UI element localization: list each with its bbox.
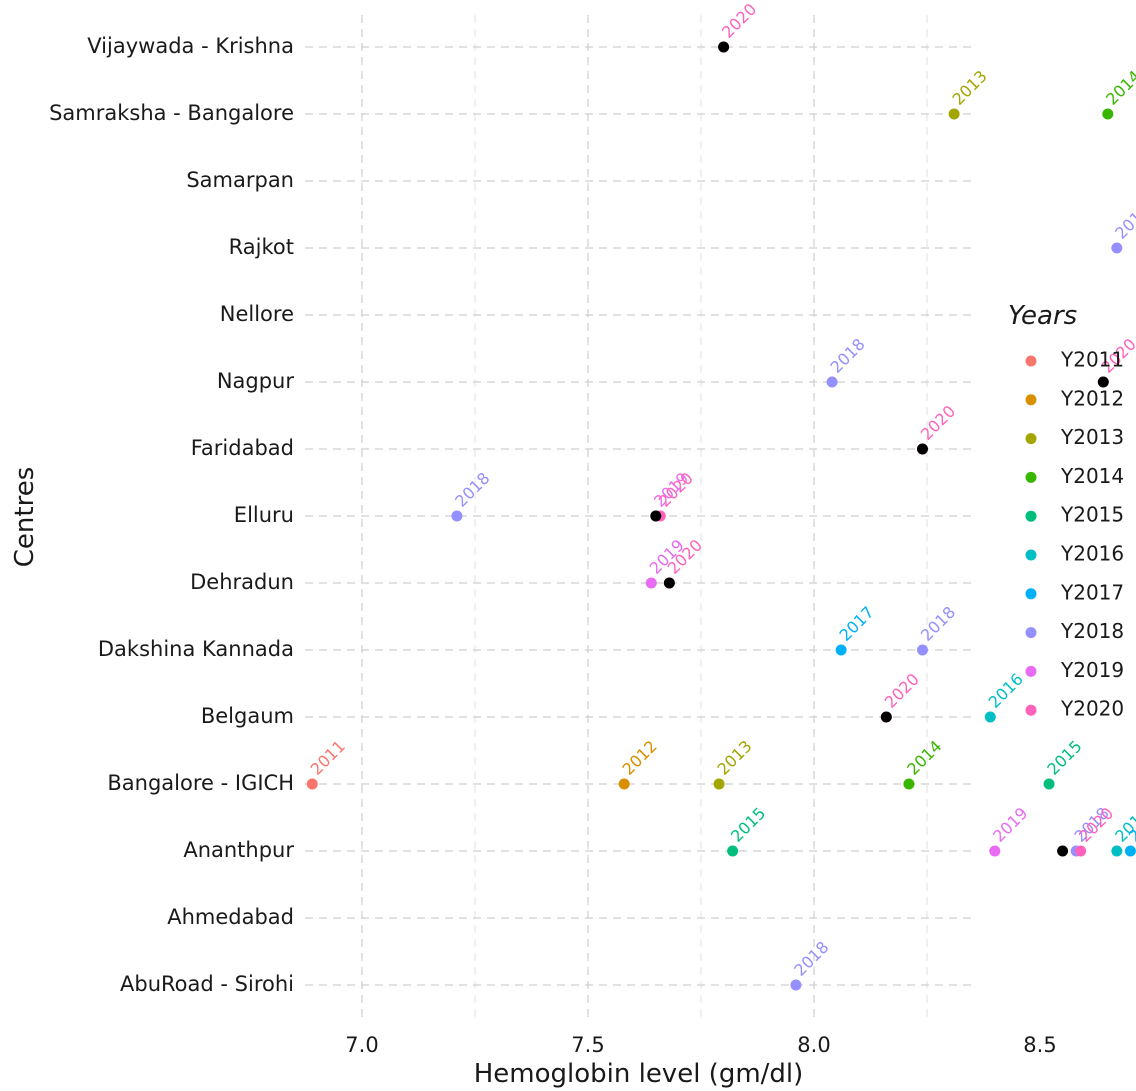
point-year-label: 2011 [307,737,349,779]
legend-label: Y2011 [1060,348,1124,372]
legend-label: Y2019 [1060,658,1124,682]
data-point [1111,845,1123,857]
point-year-label: 2012 [619,737,661,779]
legend-key [1025,510,1037,522]
y-tick-label: Dehradun [190,570,294,594]
point-year-label: 2018 [790,938,832,980]
y-tick-label: Bangalore - IGICH [107,771,294,795]
legend-key [1025,394,1037,406]
point-year-label: 2019 [989,804,1031,846]
legend-label: Y2013 [1060,425,1124,449]
point-year-label: 2014 [903,737,945,779]
point-year-label: 2016 [985,670,1027,712]
y-axis-title: Centres [10,467,40,567]
y-axis-tick-labels: Vijaywada - Krishna Samraksha - Bangalore… [49,34,294,996]
x-tick-label: 7.0 [345,1033,378,1057]
data-point [1102,108,1114,120]
point-year-label: 2018 [917,603,959,645]
legend-label: Y2017 [1060,580,1124,604]
point-year-label: 2015 [727,804,769,846]
legend-key [1025,549,1037,561]
point-year-label: 2020 [881,670,923,712]
y-tick-label: Belgaum [201,704,294,728]
point-year-label: 2015 [1043,737,1085,779]
data-point [451,510,463,522]
centre-marker-point [880,711,892,723]
y-tick-label: Ananthpur [183,838,294,862]
y-tick-label: Faridabad [191,436,294,460]
point-year-label: 2020 [655,469,697,511]
data-points: 2020 2013 2014 2015 2016 2020 2018 2017 2019 2020… [307,0,1136,991]
centre-marker-point [663,577,675,589]
legend-label: Y2012 [1060,386,1124,410]
data-point [984,711,996,723]
x-tick-label: 7.5 [571,1033,604,1057]
centre-marker-point [916,443,928,455]
data-point [1124,845,1136,857]
legend-label: Y2016 [1060,542,1124,566]
data-point [989,845,1001,857]
y-tick-label: Elluru [234,503,294,527]
point-year-label: 2013 [949,67,991,109]
data-point [1043,778,1055,790]
data-point [826,376,838,388]
y-tick-label: Ahmedabad [167,905,294,929]
grid-lines [305,15,972,1020]
data-point [645,577,657,589]
data-point [790,979,802,991]
legend-key [1025,471,1037,483]
data-point [948,108,960,120]
point-year-label: 2020 [718,0,760,42]
centre-marker-point [1097,376,1109,388]
point-year-label: 2017 [836,603,878,645]
x-axis-title: Hemoglobin level (gm/dl) [474,1059,804,1089]
data-point [903,778,915,790]
x-tick-label: 8.0 [797,1033,830,1057]
y-tick-label: Nellore [220,302,294,326]
y-tick-label: AbuRoad - Sirohi [120,972,294,996]
point-year-label: 2020 [917,402,959,444]
point-year-label: 2018 [451,469,493,511]
x-tick-label: 8.5 [1023,1033,1056,1057]
legend-label: Y2014 [1060,464,1124,488]
legend-key [1025,665,1037,677]
legend-key [1025,588,1037,600]
legend-label: Y2015 [1060,503,1124,527]
legend: Years Y2011 Y2012 Y2013 Y2014 Y2015 Y2016 Y201… [1008,301,1124,721]
legend-key [1025,433,1037,445]
legend-key [1025,355,1037,367]
centre-marker-point [650,510,662,522]
legend-label: Y2020 [1060,697,1124,721]
centre-marker-point [1057,845,1069,857]
legend-label: Y2018 [1060,619,1124,643]
legend-title: Years [1008,301,1077,331]
legend-key [1025,704,1037,716]
data-point [835,644,847,656]
y-tick-label: Nagpur [217,369,295,393]
legend-key [1025,627,1037,639]
data-point [727,845,739,857]
data-point [1075,845,1087,857]
point-year-label: 2020 [1075,804,1117,846]
centre-marker-point [718,41,730,53]
data-point [713,778,725,790]
point-year-label: 2018 [1111,201,1136,243]
y-tick-label: Rajkot [229,235,294,259]
y-tick-label: Samarpan [186,168,294,192]
y-tick-label: Dakshina Kannada [98,637,294,661]
point-year-label: 2018 [826,335,868,377]
data-point [916,644,928,656]
x-axis-tick-labels: 7.07.58.08.59.09.5 [345,1033,1056,1057]
point-year-label: 2013 [713,737,755,779]
data-point [618,778,630,790]
y-tick-label: Samraksha - Bangalore [49,101,294,125]
point-year-label: 2014 [1102,67,1136,109]
data-point [306,778,318,790]
y-tick-label: Vijaywada - Krishna [87,34,294,58]
data-point [1111,242,1123,254]
